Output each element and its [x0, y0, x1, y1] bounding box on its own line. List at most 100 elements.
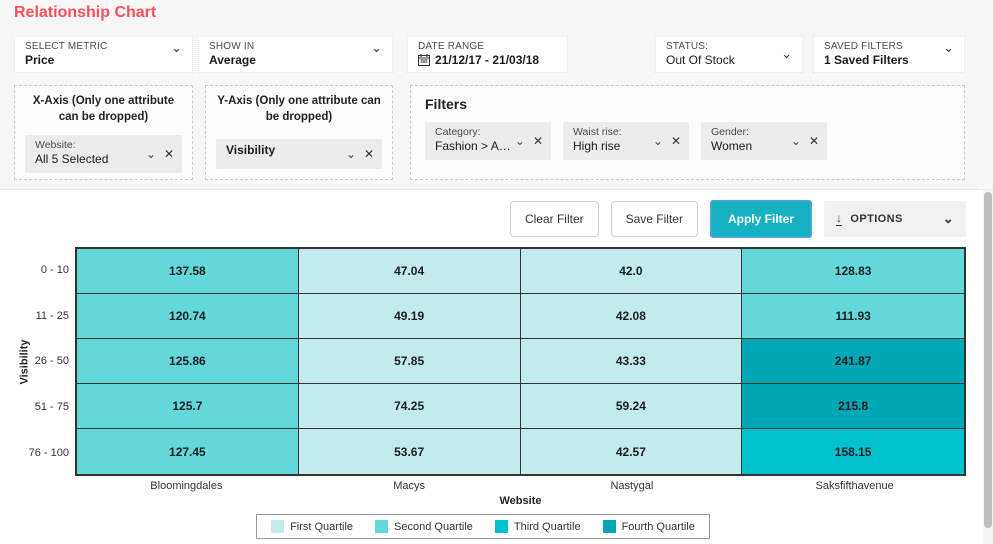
x-axis-attribute-chip[interactable]: Website: All 5 Selected ⌄ ✕ [25, 135, 182, 174]
chevron-down-icon[interactable]: ⌄ [345, 147, 356, 162]
heatmap-cell[interactable]: 59.24 [520, 384, 743, 429]
x-tick-label: Nastygal [610, 480, 654, 492]
y-axis-attribute-chip[interactable]: Visibility ⌄ ✕ [216, 139, 382, 170]
save-filter-button[interactable]: Save Filter [610, 201, 698, 237]
x-axis-dropzone-title: X-Axis (Only one attribute can be droppe… [32, 95, 175, 123]
heatmap-grid: 137.58 47.04 42.0 128.83 120.74 49.19 42… [75, 247, 966, 476]
y-axis-dropzone[interactable]: Y-Axis (Only one attribute can be droppe… [205, 85, 393, 180]
remove-icon[interactable]: ✕ [363, 147, 374, 162]
legend-item: Third Quartile [494, 520, 581, 533]
legend-item: First Quartile [271, 520, 353, 533]
heatmap-cell[interactable]: 53.67 [298, 429, 521, 474]
saved-filters-dropdown[interactable]: SAVED FILTERS 1 Saved Filters ⌄ [813, 36, 965, 73]
chevron-down-icon[interactable]: ⌄ [781, 46, 792, 61]
legend-swatch-fourth-quartile-icon [602, 520, 616, 533]
x-tick-label: Saksfifthavenue [815, 480, 894, 492]
y-tick-label: 26 - 50 [34, 355, 69, 368]
legend-item: Fourth Quartile [602, 520, 695, 533]
filters-dropzone[interactable]: Filters Category: Fashion > Ap... ⌄ ✕ Wa… [410, 85, 965, 180]
chevron-down-icon[interactable]: ⌄ [371, 40, 382, 55]
remove-icon[interactable]: ✕ [670, 134, 681, 148]
x-tick-label: Macys [393, 480, 426, 492]
heatmap-cell[interactable]: 158.15 [742, 429, 964, 474]
legend-swatch-third-quartile-icon [494, 520, 508, 533]
chevron-down-icon[interactable]: ⌄ [514, 134, 525, 148]
legend-label: First Quartile [290, 520, 354, 533]
y-axis-dropzone-title: Y-Axis (Only one attribute can be droppe… [217, 95, 381, 123]
filter-chip-waist-rise[interactable]: Waist rise: High rise ⌄ ✕ [563, 122, 689, 160]
chevron-down-icon[interactable]: ⌄ [145, 147, 156, 162]
axis-config-row: X-Axis (Only one attribute can be droppe… [0, 85, 993, 180]
chevron-down-icon[interactable]: ⌄ [790, 134, 801, 148]
heatmap-legend: First Quartile Second Quartile Third Qua… [256, 514, 710, 539]
remove-icon[interactable]: ✕ [532, 134, 543, 148]
select-metric-label: SELECT METRIC [25, 41, 108, 52]
filters-title: Filters [425, 96, 468, 112]
status-dropdown[interactable]: STATUS: Out Of Stock ⌄ [655, 36, 803, 73]
heatmap-cell[interactable]: 111.93 [742, 294, 964, 339]
calendar-icon [418, 54, 430, 66]
heatmap-cell[interactable]: 241.87 [742, 339, 964, 384]
top-filter-row: SELECT METRIC Price ⌄ SHOW IN Average ⌄ … [0, 36, 993, 73]
chip-value: High rise [573, 139, 621, 153]
date-range-picker[interactable]: DATE RANGE 21/12/17 - 21/03/18 [407, 36, 568, 73]
x-axis-dropzone[interactable]: X-Axis (Only one attribute can be droppe… [14, 85, 193, 180]
page-title: Relationship Chart [14, 4, 157, 21]
heatmap-cell[interactable]: 42.57 [520, 429, 743, 474]
chevron-down-icon[interactable]: ⌄ [171, 40, 182, 55]
heatmap-cell[interactable]: 74.25 [298, 384, 521, 429]
chip-value: Fashion > Ap... [435, 139, 513, 153]
chip-label: Website: [35, 139, 76, 152]
y-tick-label: 0 - 10 [40, 263, 69, 276]
heatmap-cell[interactable]: 49.19 [298, 294, 521, 339]
filter-chip-category[interactable]: Category: Fashion > Ap... ⌄ ✕ [425, 122, 551, 160]
filter-panel: Relationship Chart SELECT METRIC Price ⌄… [0, 0, 993, 190]
heatmap-cell[interactable]: 47.04 [298, 249, 521, 294]
legend-swatch-second-quartile-icon [375, 520, 389, 533]
heatmap-cell[interactable]: 128.83 [742, 249, 964, 294]
clear-filter-button[interactable]: Clear Filter [509, 201, 599, 237]
heatmap-cell[interactable]: 43.33 [520, 339, 743, 384]
heatmap-cell[interactable]: 125.7 [77, 384, 299, 429]
date-range-label: DATE RANGE [418, 41, 485, 52]
heatmap-cell[interactable]: 125.86 [77, 339, 299, 384]
remove-icon[interactable]: ✕ [163, 147, 174, 162]
show-in-dropdown[interactable]: SHOW IN Average ⌄ [198, 36, 393, 73]
chevron-down-icon[interactable]: ⌄ [652, 134, 663, 148]
chip-label: Category: [435, 126, 481, 138]
legend-label: Third Quartile [513, 520, 581, 533]
legend-item: Second Quartile [375, 520, 473, 533]
heatmap-cell[interactable]: 137.58 [77, 249, 299, 294]
legend-swatch-first-quartile-icon [271, 520, 285, 533]
options-dropdown-button[interactable]: ↓ OPTIONS ⌄ [824, 201, 966, 237]
download-icon: ↓ [836, 210, 843, 226]
vertical-scrollbar[interactable] [983, 190, 993, 544]
heatmap-cell[interactable]: 120.74 [77, 294, 299, 339]
apply-filter-button[interactable]: Apply Filter [709, 200, 812, 238]
chip-label: Waist rise: [573, 126, 622, 138]
x-axis: Bloomingdales Macys Nastygal Saksfifthav… [75, 480, 966, 492]
heatmap-cell[interactable]: 42.08 [520, 294, 743, 339]
heatmap-cell[interactable]: 42.0 [520, 249, 743, 294]
select-metric-dropdown[interactable]: SELECT METRIC Price ⌄ [14, 36, 193, 73]
x-axis-title: Website [499, 495, 542, 507]
x-tick-label: Bloomingdales [150, 480, 223, 492]
y-tick-label: 11 - 25 [35, 309, 69, 322]
y-axis: Visibility 0 - 10 11 - 25 26 - 50 51 - 7… [0, 247, 75, 476]
heatmap-cell[interactable]: 57.85 [298, 339, 521, 384]
saved-filters-label: SAVED FILTERS [824, 41, 903, 52]
y-tick-label: 51 - 75 [34, 401, 69, 414]
remove-icon[interactable]: ✕ [808, 134, 819, 148]
select-metric-value: Price [25, 53, 55, 67]
chevron-down-icon: ⌄ [942, 211, 954, 226]
filter-chip-gender[interactable]: Gender: Women ⌄ ✕ [701, 122, 827, 160]
date-range-value: 21/12/17 - 21/03/18 [435, 53, 540, 67]
options-label: OPTIONS [850, 213, 903, 225]
scrollbar-thumb[interactable] [984, 192, 992, 528]
chevron-down-icon[interactable]: ⌄ [943, 40, 954, 55]
legend-label: Second Quartile [394, 520, 473, 533]
legend-label: Fourth Quartile [621, 520, 695, 533]
heatmap-cell[interactable]: 215.8 [742, 384, 964, 429]
heatmap-cell[interactable]: 127.45 [77, 429, 299, 474]
